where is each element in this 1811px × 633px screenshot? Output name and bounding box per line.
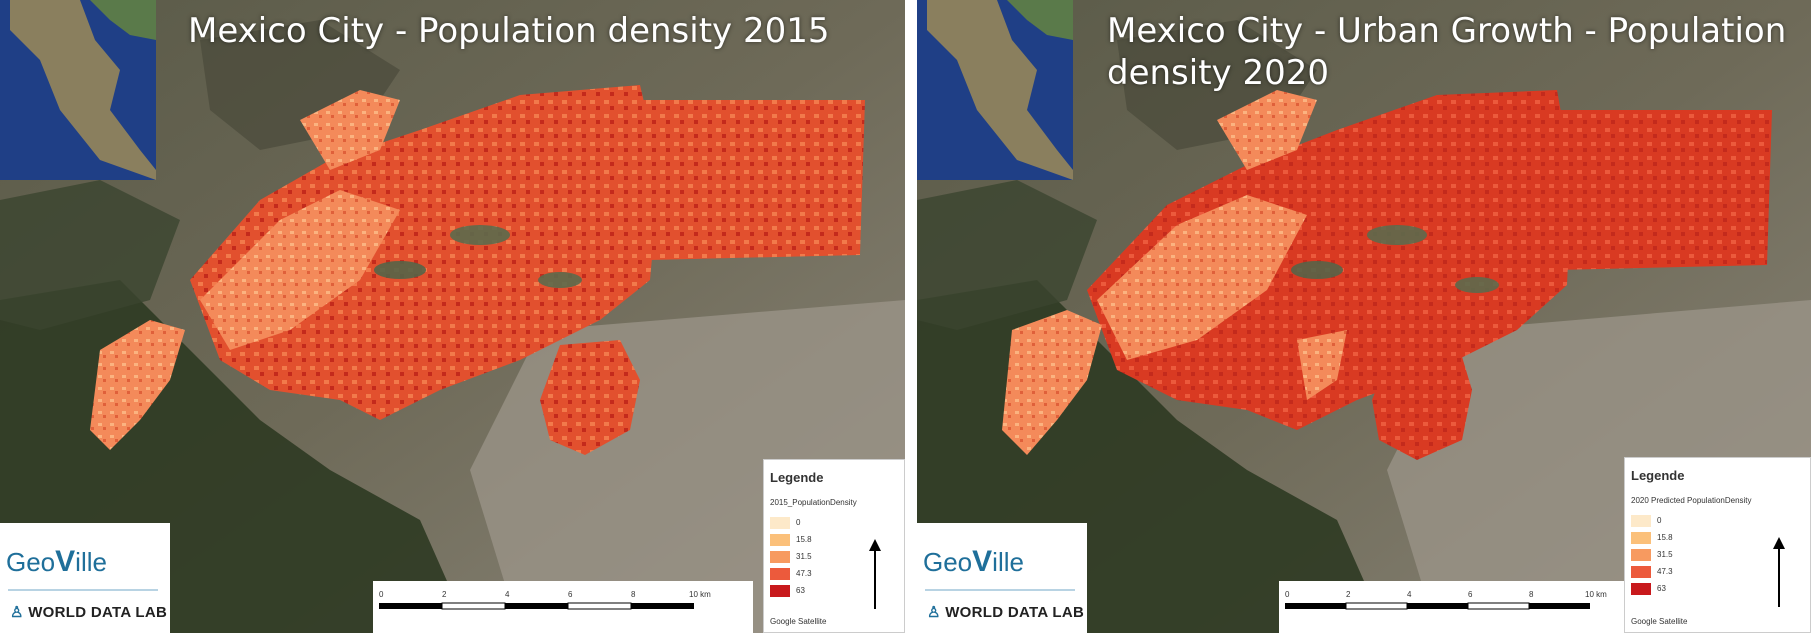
legend-item: 15.8	[1631, 529, 1673, 546]
map-title: Mexico City - Urban Growth - Population …	[1107, 10, 1811, 94]
logo-divider	[925, 589, 1075, 591]
scale-segment	[1407, 603, 1468, 609]
scale-segment	[379, 603, 442, 609]
scale-bar-graphic: 0 2 4 6 8 10 km	[1285, 590, 1607, 610]
scale-tick-4: 4	[505, 590, 510, 599]
legend-item: 0	[770, 514, 812, 531]
person-icon: ♙	[927, 604, 946, 621]
legend-swatch	[1631, 582, 1651, 595]
legend-item: 31.5	[1631, 546, 1673, 563]
map-title: Mexico City - Population density 2015	[188, 11, 830, 51]
north-arrow-icon	[869, 539, 881, 609]
legend-item: 15.8	[770, 531, 812, 548]
scale-tick-8: 8	[631, 590, 636, 599]
scale-tick-0: 0	[379, 590, 384, 599]
legend-title: Legende	[1631, 468, 1685, 483]
logo-divider	[8, 589, 158, 591]
logo-panel: GeoVille ♙ WORLD DATA LAB	[0, 523, 170, 633]
scale-tick-6: 6	[568, 590, 573, 599]
scale-tick-0: 0	[1285, 590, 1290, 599]
world-data-lab-logo: ♙ WORLD DATA LAB	[10, 604, 168, 621]
legend-swatch	[1631, 565, 1651, 578]
legend-item: 0	[1631, 512, 1673, 529]
legend-swatch	[770, 516, 790, 529]
legend-swatch	[770, 533, 790, 546]
legend-swatch	[1631, 514, 1651, 527]
legend-item: 47.3	[770, 565, 812, 582]
scale-tick-2: 2	[442, 590, 447, 599]
legend-layer-name: 2015_PopulationDensity	[770, 498, 857, 507]
map-title-line-2: density 2020	[1107, 53, 1329, 93]
legend-swatch	[770, 567, 790, 580]
legend-item: 47.3	[1631, 563, 1673, 580]
person-icon: ♙	[10, 604, 29, 621]
legend-swatch	[1631, 531, 1651, 544]
legend-items: 0 15.8 31.5 47.3 63	[770, 514, 812, 599]
geoville-logo: GeoVille	[923, 545, 1024, 578]
scale-tick-10: 10 km	[689, 590, 711, 599]
scale-segment	[631, 603, 694, 609]
scale-tick-10: 10 km	[1585, 590, 1607, 599]
legend-item: 63	[770, 582, 812, 599]
logo-panel: GeoVille ♙ WORLD DATA LAB	[917, 523, 1087, 633]
scale-segment	[567, 602, 632, 610]
map-title-line-1: Mexico City - Urban Growth - Population	[1107, 11, 1787, 51]
legend-swatch	[1631, 548, 1651, 561]
scale-bar-graphic: 0 2 4 6 8 10 km	[379, 590, 711, 610]
legend-item: 31.5	[770, 548, 812, 565]
scale-segment	[1529, 603, 1590, 609]
scale-tick-8: 8	[1529, 590, 1534, 599]
scale-bar: 0 2 4 6 8 10 km	[373, 581, 753, 633]
legend-source: Google Satellite	[1631, 617, 1688, 626]
legend-swatch	[770, 550, 790, 563]
scale-segment	[1345, 602, 1408, 610]
legend-layer-name: 2020 Predicted PopulationDensity	[1631, 496, 1752, 505]
legend-item: 63	[1631, 580, 1673, 597]
legend-title: Legende	[770, 470, 824, 485]
north-arrow-icon	[1773, 537, 1785, 607]
legend-swatch	[770, 584, 790, 597]
scale-segment	[505, 603, 568, 609]
scale-segment	[1285, 603, 1346, 609]
scale-segment	[441, 602, 506, 610]
satellite-map[interactable]	[0, 0, 905, 633]
world-data-lab-logo: ♙ WORLD DATA LAB	[927, 604, 1085, 621]
right-map-panel[interactable]: Mexico City - Urban Growth - Population …	[917, 0, 1811, 633]
scale-tick-4: 4	[1407, 590, 1412, 599]
left-map-panel[interactable]: Mexico City - Population density 2015 Ge…	[0, 0, 905, 633]
scale-tick-6: 6	[1468, 590, 1473, 599]
scale-bar: 0 2 4 6 8 10 km	[1279, 581, 1649, 633]
scale-tick-2: 2	[1346, 590, 1351, 599]
legend-source: Google Satellite	[770, 617, 827, 626]
map-legend: Legende 2015_PopulationDensity 0 15.8 31…	[763, 459, 905, 633]
scale-segment	[1467, 602, 1530, 610]
legend-items: 0 15.8 31.5 47.3 63	[1631, 512, 1673, 597]
geoville-logo: GeoVille	[6, 545, 107, 578]
